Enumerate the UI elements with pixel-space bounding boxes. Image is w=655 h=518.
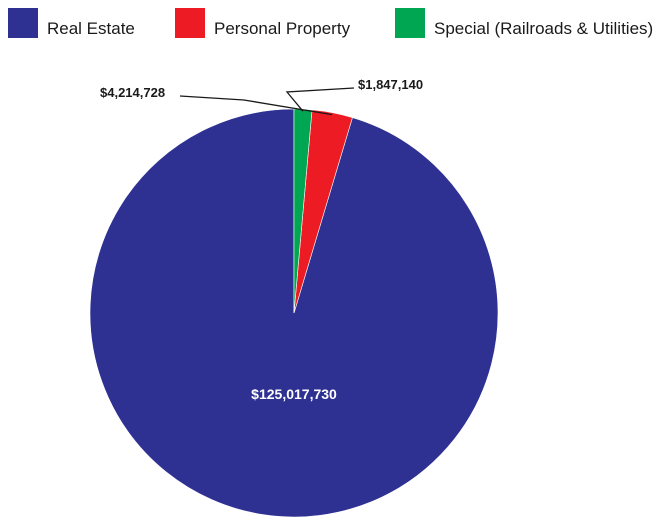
leader-line-personal-property [179,95,333,116]
legend-swatch-real-estate [8,8,38,38]
legend-label-personal-property: Personal Property [214,19,351,38]
legend-label-real-estate: Real Estate [47,19,135,38]
data-label-special-railroads-utilities: $1,847,140 [358,77,423,92]
legend-label-special-railroads-utilities: Special (Railroads & Utilities) [434,19,653,38]
leader-lines [179,87,355,116]
legend-swatch-personal-property [175,8,205,38]
legend: Real Estate Personal Property Special (Rai… [8,8,653,38]
data-label-personal-property: $4,214,728 [100,85,165,100]
data-labels: $125,017,730 $4,214,728 $1,847,140 [100,77,423,402]
legend-swatch-special-railroads-utilities [395,8,425,38]
leader-line-special-railroads-utilities [285,87,355,112]
pie-slices [89,108,499,518]
data-label-real-estate: $125,017,730 [251,386,337,402]
